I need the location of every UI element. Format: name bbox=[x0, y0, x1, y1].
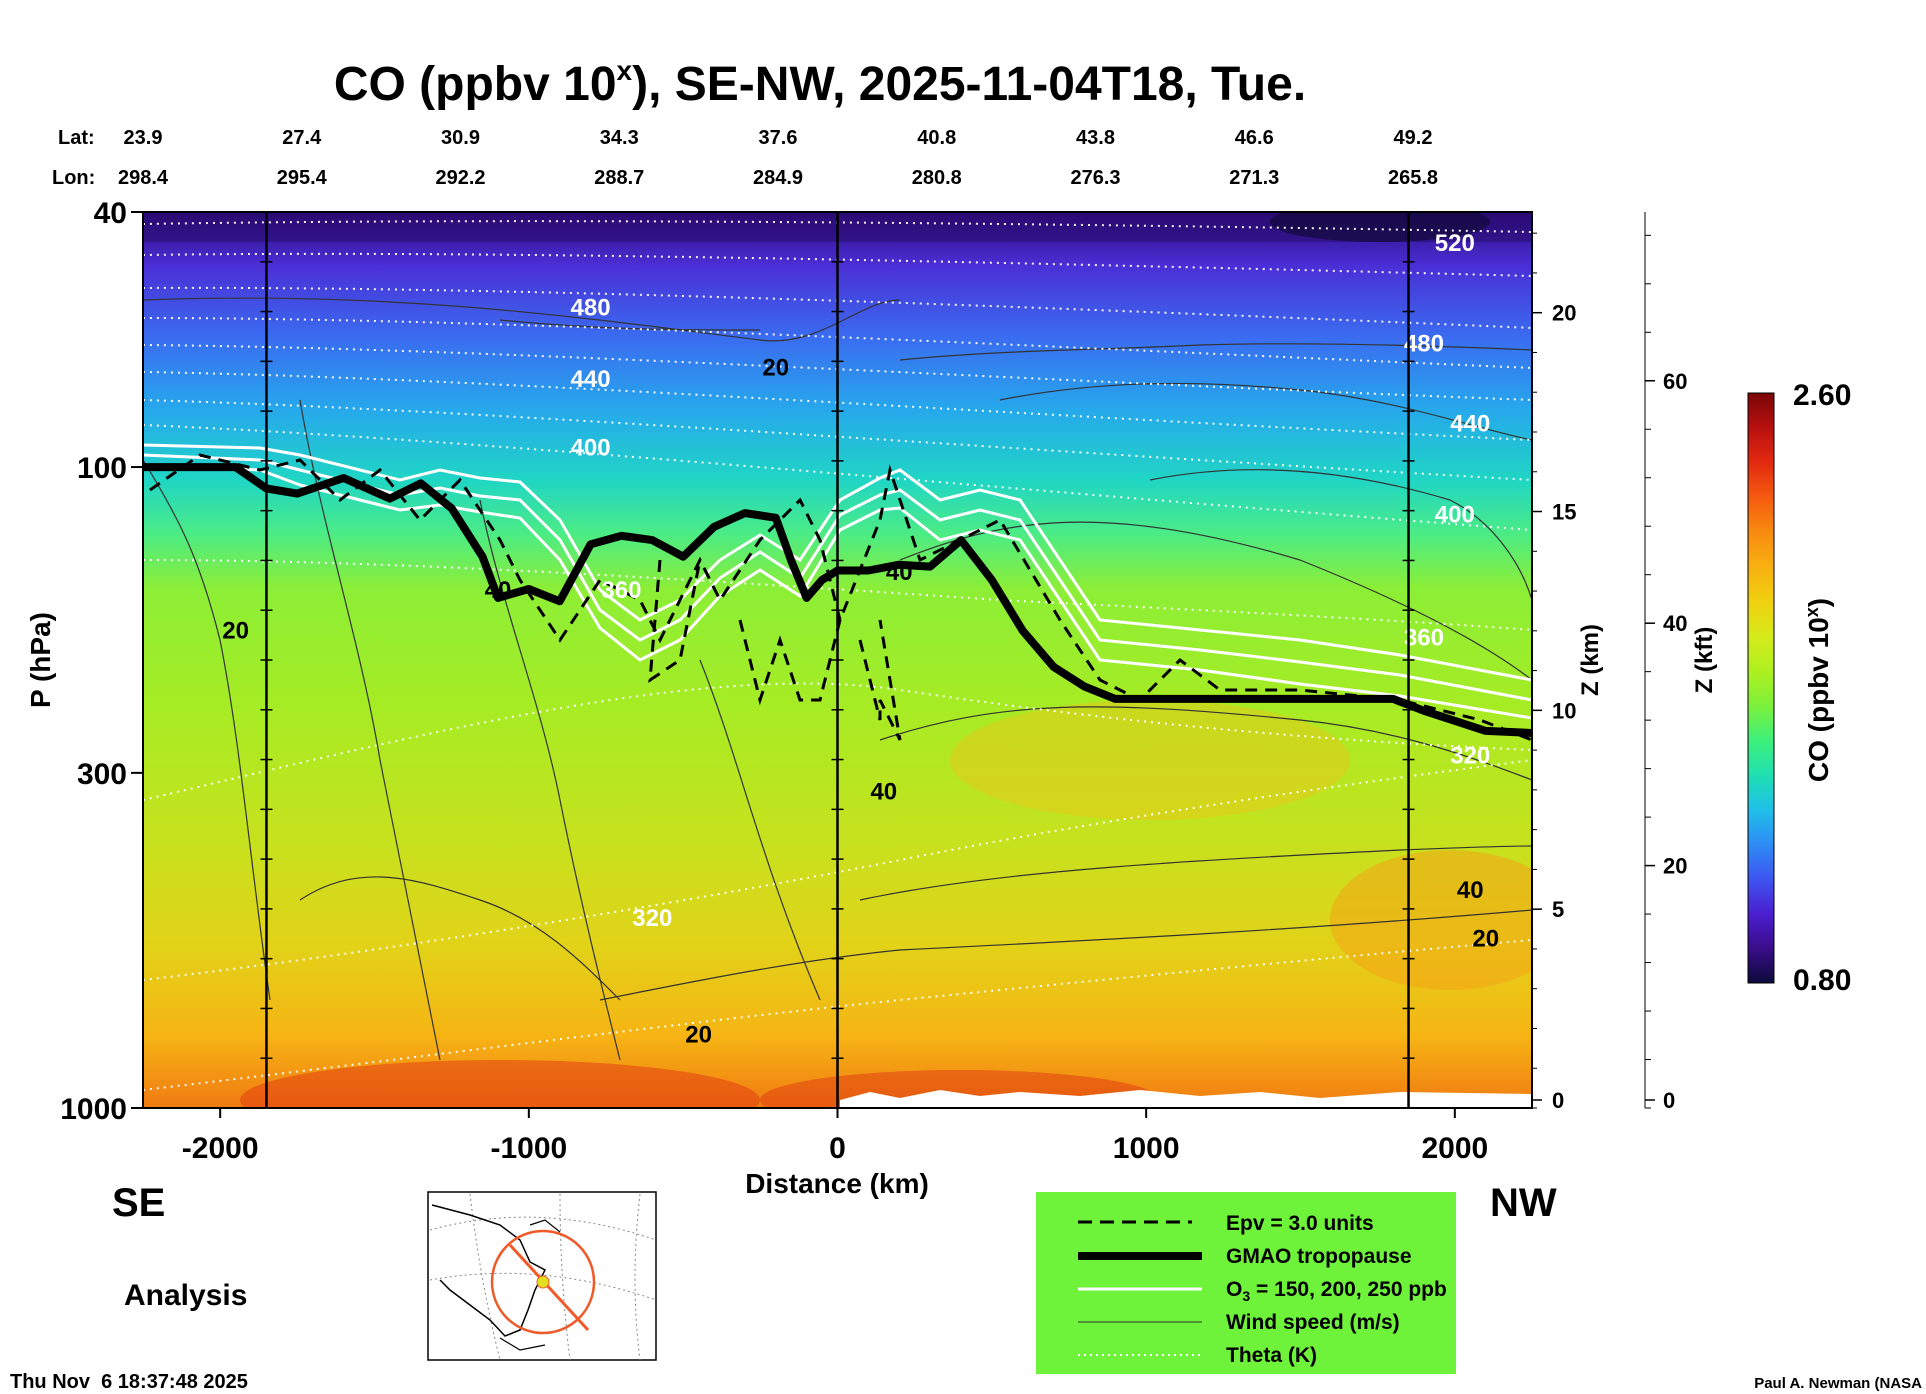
lat-value: 43.8 bbox=[1076, 127, 1115, 149]
lon-value: 276.3 bbox=[1070, 167, 1120, 189]
theta-label: 440 bbox=[571, 366, 611, 393]
x-tick-label: 1000 bbox=[1113, 1132, 1180, 1165]
legend: Epv = 3.0 units GMAO tropopause O3 = 150… bbox=[1036, 1192, 1456, 1374]
lat-value: 27.4 bbox=[282, 127, 322, 149]
theta-labels: 520 480 480 440 440 400 400 360 360 320 320 bbox=[571, 230, 1491, 932]
theta-label: 520 bbox=[1435, 230, 1475, 257]
theta-label: 440 bbox=[1450, 410, 1490, 437]
y-axis-label: P (hPa) bbox=[25, 612, 56, 708]
ozone-contours bbox=[143, 443, 1532, 720]
nw-label: NW bbox=[1490, 1181, 1557, 1225]
z-kft-tick-label: 60 bbox=[1663, 369, 1687, 394]
x-axis-label: Distance (km) bbox=[745, 1168, 929, 1199]
lon-label: Lon: bbox=[52, 167, 95, 189]
lon-value: 271.3 bbox=[1229, 167, 1279, 189]
lon-value: 265.8 bbox=[1388, 167, 1438, 189]
lon-value: 288.7 bbox=[594, 167, 644, 189]
lat-value: 49.2 bbox=[1394, 127, 1433, 149]
theta-label: 480 bbox=[571, 294, 611, 321]
z-kft-tick-label: 40 bbox=[1663, 611, 1687, 636]
y-tick-label: 100 bbox=[77, 452, 127, 485]
z-km-tick-label: 15 bbox=[1552, 500, 1576, 525]
z-kft-tick-label: 0 bbox=[1663, 1088, 1675, 1113]
theta-label: 400 bbox=[1435, 501, 1475, 528]
lat-value: 37.6 bbox=[759, 127, 798, 149]
chart-title: CO (ppbv 10x), SE-NW, 2025-11-04T18, Tue… bbox=[334, 55, 1306, 111]
inset-map bbox=[427, 1191, 657, 1361]
colorbar bbox=[1747, 392, 1775, 984]
lat-label: Lat: bbox=[58, 127, 95, 149]
wind-speed-label: 40 bbox=[886, 559, 913, 586]
legend-wind: Wind speed (m/s) bbox=[1226, 1311, 1400, 1334]
lat-values: 23.9 27.4 30.9 34.3 37.6 40.8 43.8 46.6 49.2 bbox=[124, 127, 1433, 149]
x-tick-label: -1000 bbox=[490, 1132, 567, 1165]
lat-value: 40.8 bbox=[917, 127, 956, 149]
theta-label: 320 bbox=[632, 905, 672, 932]
x-tick-label: -2000 bbox=[182, 1132, 259, 1165]
wind-speed-label: 40 bbox=[1457, 877, 1484, 904]
lat-value: 34.3 bbox=[600, 127, 639, 149]
wind-speed-label: 20 bbox=[222, 617, 249, 644]
wind-speed-label: 20 bbox=[685, 1021, 712, 1048]
lon-values: 298.4 295.4 292.2 288.7 284.9 280.8 276.3 271.3… bbox=[118, 167, 1438, 189]
colorbar-max: 2.60 bbox=[1793, 379, 1851, 412]
z-km-axis-label: Z (km) bbox=[1577, 624, 1604, 696]
theta-label: 320 bbox=[1450, 742, 1490, 769]
legend-theta: Theta (K) bbox=[1226, 1344, 1317, 1367]
colorbar-label: CO (ppbv 10x) bbox=[1802, 598, 1834, 782]
z-kft-axis-label: Z (kft) bbox=[1691, 627, 1718, 694]
y-tick-label: 300 bbox=[77, 758, 127, 791]
se-label: SE bbox=[112, 1181, 165, 1225]
x-tick-label: 2000 bbox=[1421, 1132, 1488, 1165]
z-km-tick-label: 20 bbox=[1552, 301, 1576, 326]
lat-value: 30.9 bbox=[441, 127, 480, 149]
z-kft-tick-label: 20 bbox=[1663, 854, 1687, 879]
lon-value: 298.4 bbox=[118, 167, 169, 189]
wind-speed-labels: 20 20 40 40 40 40 20 20 bbox=[222, 355, 1499, 1049]
x-tick-label: 0 bbox=[829, 1132, 846, 1165]
z-km-tick-label: 5 bbox=[1552, 897, 1564, 922]
lon-value: 295.4 bbox=[277, 167, 328, 189]
colorbar-min: 0.80 bbox=[1793, 964, 1851, 997]
y-tick-label: 40 bbox=[94, 197, 127, 230]
vertical-markers bbox=[260, 212, 1415, 1108]
lat-value: 46.6 bbox=[1235, 127, 1274, 149]
theta-contours bbox=[143, 220, 1532, 1091]
theta-label: 400 bbox=[571, 435, 611, 462]
legend-tropopause: GMAO tropopause bbox=[1226, 1245, 1412, 1268]
theta-label: 480 bbox=[1404, 330, 1444, 357]
footer-timestamp: Thu Nov 6 18:37:48 2025 bbox=[10, 1371, 248, 1393]
analysis-label: Analysis bbox=[124, 1279, 247, 1312]
footer-credit: Paul A. Newman (NASA bbox=[1754, 1375, 1922, 1392]
z-km-tick-label: 0 bbox=[1552, 1088, 1564, 1113]
wind-speed-label: 20 bbox=[762, 355, 789, 382]
distance-axis: -2000 -1000 0 1000 2000 bbox=[182, 1108, 1488, 1165]
lon-value: 280.8 bbox=[912, 167, 962, 189]
wind-speed-label: 20 bbox=[1472, 926, 1499, 953]
z-km-axis: 0 5 10 15 20 bbox=[1532, 232, 1576, 1113]
theta-label: 360 bbox=[1404, 625, 1444, 652]
pressure-axis: 40 100 300 1000 bbox=[60, 197, 143, 1126]
y-tick-label: 1000 bbox=[60, 1093, 127, 1126]
wind-speed-label: 40 bbox=[485, 577, 512, 604]
legend-ozone: O3 = 150, 200, 250 ppb bbox=[1226, 1278, 1447, 1304]
z-km-tick-label: 10 bbox=[1552, 698, 1576, 723]
theta-label: 360 bbox=[601, 577, 641, 604]
lon-value: 284.9 bbox=[753, 167, 803, 189]
z-kft-axis: 0 20 40 60 bbox=[1645, 234, 1687, 1113]
lat-value: 23.9 bbox=[124, 127, 163, 149]
lon-value: 292.2 bbox=[435, 167, 485, 189]
wind-speed-label: 40 bbox=[870, 778, 897, 805]
legend-epv: Epv = 3.0 units bbox=[1226, 1212, 1374, 1235]
gmao-tropopause-line bbox=[143, 463, 1532, 737]
